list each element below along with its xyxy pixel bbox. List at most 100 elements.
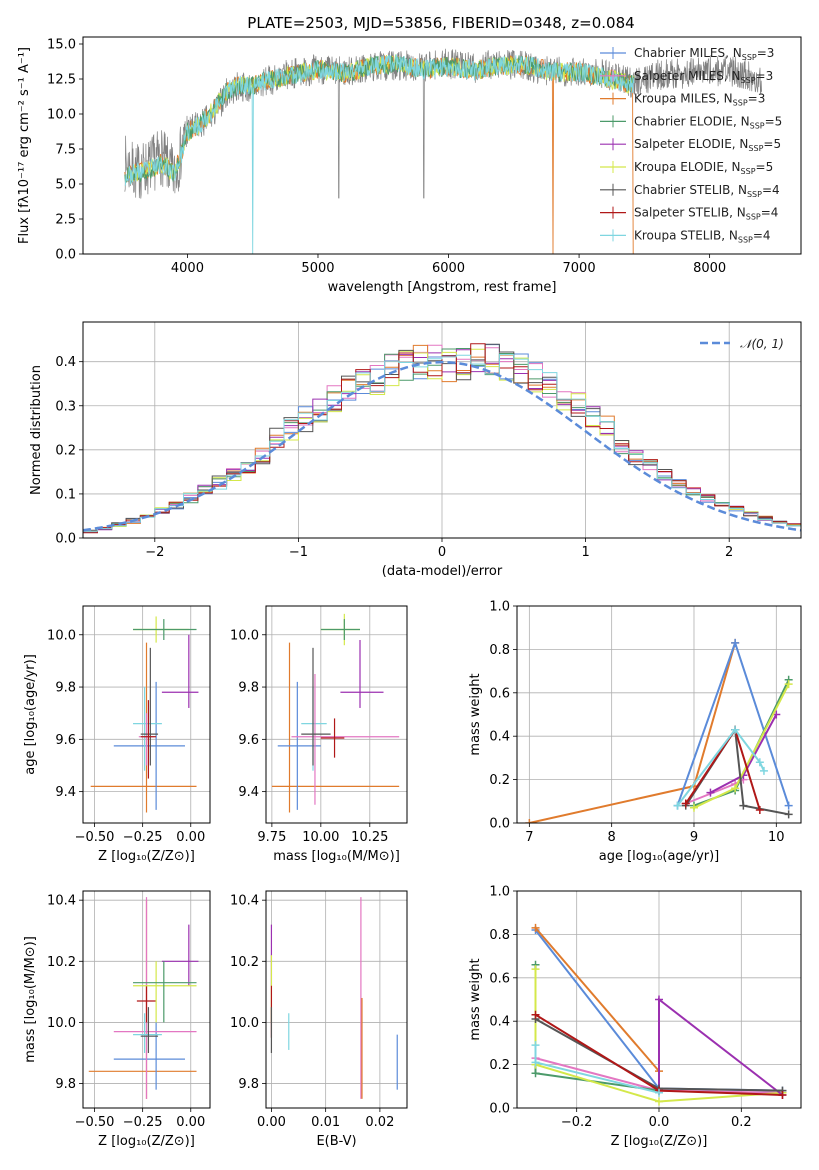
mass-weight-marker	[681, 799, 690, 808]
axes-frame	[82, 321, 802, 539]
mass-weight-marker	[531, 1010, 540, 1019]
plot-area	[270, 897, 398, 1099]
x-tick-label: −1	[289, 545, 308, 560]
x-tick-label: −0.2	[561, 1115, 593, 1130]
mass-weight-marker	[706, 788, 715, 797]
y-tick-label: 10.4	[230, 894, 259, 909]
x-tick-label: −2	[145, 545, 164, 560]
x-tick-label: 9	[690, 830, 698, 845]
mass-weight-marker	[655, 1097, 663, 1106]
y-axis-label: mass weight	[468, 958, 483, 1040]
y-axis-label: mass weight	[468, 673, 483, 755]
y-tick-label: 12.5	[47, 73, 76, 88]
y-tick-label: 0.4	[489, 1015, 510, 1030]
axes-frame	[265, 890, 408, 1109]
y-tick-label: 9.6	[238, 733, 259, 748]
spectrum-legend: Chabrier MILES, NSSP=3 Salpeter MILES, NS…	[600, 46, 782, 244]
x-tick-label: 7	[525, 830, 533, 845]
legend-entry-text: Salpeter MILES, NSSP=3	[634, 69, 773, 85]
plot-area	[124, 48, 762, 254]
mass-weight-marker	[784, 801, 793, 810]
errorbar-point	[271, 642, 400, 813]
x-tick-label: −0.25	[123, 830, 163, 845]
x-tick-label: −0.25	[123, 1115, 163, 1130]
mass-weight-line	[684, 726, 789, 816]
axes-mass-Z: −0.50 −0.25 0.00 9.8 10.0 10.2 10.4 Z [log₁₀(Z/…	[23, 890, 211, 1149]
mass-weight-line	[684, 727, 761, 811]
x-axis-label: Z [log₁₀(Z/Z⊙)]	[611, 1134, 708, 1149]
y-tick-label: 9.8	[55, 681, 76, 696]
mass-weight-marker	[755, 758, 764, 767]
x-tick-label: 4000	[171, 261, 204, 276]
errorbar-point	[133, 619, 197, 640]
axes-frame	[516, 605, 802, 824]
residual-histogram-step	[83, 343, 801, 534]
errorbar-point	[301, 647, 331, 766]
mass-weight-marker	[531, 965, 540, 974]
plot-area	[90, 616, 199, 813]
axes-spectrum: 4000 5000 6000 7000 8000 0.0 2.5 5.0 7.5 10.0 12.5…	[17, 36, 802, 295]
legend-entry-text: Kroupa ELODIE, NSSP=5	[634, 160, 773, 176]
errorbar-point	[161, 924, 199, 986]
y-tick-label: 0.2	[489, 773, 510, 788]
mass-weight-marker	[784, 680, 793, 689]
plot-area	[271, 613, 400, 813]
x-tick-label: 0.0	[649, 1115, 670, 1130]
x-tick-label: 0.00	[176, 1115, 205, 1130]
mass-weight-marker	[531, 1069, 540, 1078]
y-tick-label: 10.2	[47, 955, 76, 970]
axes-mw-age: 7 8 9 10 0.0 0.2 0.4 0.6 0.8 1.0 age [log₁₀(age/yr…	[468, 600, 802, 864]
errorbar-point	[133, 1013, 162, 1053]
y-tick-label: 0.6	[489, 686, 510, 701]
mass-weight-marker	[655, 995, 663, 1004]
y-tick-label: 1.0	[489, 600, 510, 615]
mass-weight-marker	[689, 803, 698, 812]
x-tick-label: 0.2	[731, 1115, 752, 1130]
errorbar-point	[140, 700, 157, 779]
errorbar-point	[320, 619, 360, 640]
legend-entry-text: Salpeter ELODIE, NSSP=5	[634, 137, 781, 153]
mass-weight-line	[658, 997, 784, 1096]
y-tick-label: 0.6	[489, 971, 510, 986]
errorbar-point	[113, 897, 197, 1099]
x-tick-label: −0.50	[75, 830, 115, 845]
y-tick-label: 1.0	[489, 885, 510, 900]
mass-weight-marker	[525, 819, 534, 823]
mass-weight-marker	[531, 923, 540, 932]
mass-weight-marker	[655, 1088, 663, 1097]
axes-frame	[82, 605, 211, 824]
y-tick-label: 0.1	[55, 487, 76, 502]
x-axis-label: Z [log₁₀(Z/Z⊙)]	[98, 1134, 195, 1149]
y-tick-label: 9.6	[55, 733, 76, 748]
x-tick-label: 2	[725, 545, 733, 560]
errorbar-point	[133, 687, 162, 771]
model-spectrum-line	[124, 55, 635, 185]
x-axis-label: Z [log₁₀(Z/Z⊙)]	[98, 849, 195, 864]
mass-weight-marker	[531, 1058, 540, 1067]
errorbar-point	[340, 639, 384, 708]
errorbar-point	[301, 687, 327, 771]
axes-frame	[82, 890, 211, 1109]
y-axis-label: age [log₁₀(age/yr)]	[23, 654, 38, 775]
mass-weight-marker	[778, 1090, 787, 1099]
x-axis-label: wavelength [Angstrom, rest frame]	[328, 280, 557, 295]
x-tick-label: 10.00	[302, 830, 339, 845]
legend-entry-text: Chabrier MILES, NSSP=3	[634, 46, 774, 62]
x-axis-label: age [log₁₀(age/yr)]	[599, 849, 720, 864]
x-axis-label: (data-model)/error	[382, 564, 503, 579]
mass-weight-line	[534, 964, 660, 1092]
x-tick-label: 1	[581, 545, 589, 560]
x-tick-label: 8000	[693, 261, 726, 276]
x-tick-label: 9.75	[257, 830, 286, 845]
plot-area	[88, 897, 199, 1099]
residual-histogram-step	[83, 354, 801, 532]
errorbar-point	[161, 634, 199, 708]
plot-area	[531, 923, 787, 1106]
mass-weight-marker	[531, 1041, 540, 1050]
y-tick-label: 9.4	[55, 785, 76, 800]
plot-area	[83, 343, 801, 534]
errorbar-point	[133, 961, 197, 1023]
y-tick-label: 7.5	[55, 143, 76, 158]
x-tick-label: −0.50	[75, 1115, 115, 1130]
